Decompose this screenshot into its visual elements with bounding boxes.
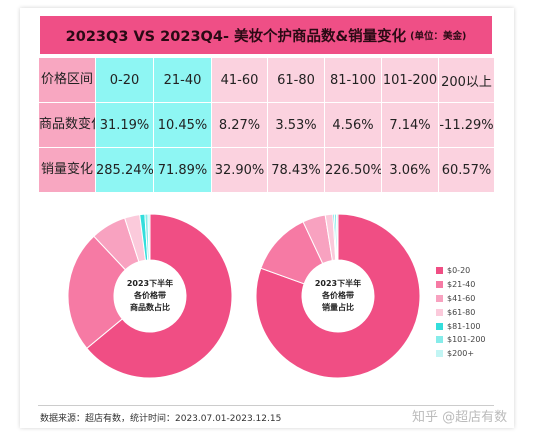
- donut-slice-2: [67, 235, 127, 349]
- column-header: 61-80: [267, 57, 325, 103]
- legend-label: $81-100: [447, 321, 481, 331]
- center-label-line: 各价格带: [134, 291, 166, 300]
- sales-volume-donut-svg: [255, 213, 421, 379]
- price-change-table: 价格区间 0-20 21-40 41-60 61-80 81-100 101-2…: [38, 57, 495, 193]
- table-cell: 226.50%: [324, 147, 382, 193]
- legend-item: $21-40: [436, 278, 508, 292]
- legend-swatch: [436, 350, 443, 358]
- donut-center-label: 2023下半年 各价格带 销量占比: [303, 278, 373, 314]
- unit-text: (单位：美金): [410, 31, 467, 42]
- legend-label: $41-60: [447, 293, 476, 303]
- footer-divider: [38, 405, 494, 406]
- donut-slice-1: [86, 213, 233, 379]
- table-cell: 31.19%: [95, 102, 154, 148]
- data-source-note: 数据来源：超店有数，统计时间：2023.07.01-2023.12.15: [40, 414, 282, 424]
- donut-center-label: 2023下半年 各价格带 商品数占比: [115, 278, 185, 314]
- column-header: 21-40: [153, 57, 212, 103]
- center-label-line: 2023下半年: [314, 279, 362, 288]
- table-row: 商品数变化 31.19% 10.45% 8.27% 3.53% 4.56% 7.…: [38, 102, 495, 148]
- table-cell: 8.27%: [211, 102, 268, 148]
- product-count-donut-svg: [67, 213, 233, 379]
- header-label: 价格区间: [38, 57, 96, 103]
- table-cell: 32.90%: [211, 147, 268, 193]
- legend-swatch: [436, 267, 443, 275]
- column-header: 41-60: [211, 57, 268, 103]
- row-label: 商品数变化: [38, 102, 96, 148]
- legend-label: $200+: [447, 349, 475, 359]
- row-label: 销量变化: [38, 147, 96, 193]
- table-cell: -11.29%: [438, 102, 495, 148]
- table-cell: 78.43%: [267, 147, 325, 193]
- legend-swatch: [436, 308, 443, 316]
- center-label-line: 销量占比: [322, 303, 354, 312]
- sales-volume-donut: 2023下半年 各价格带 销量占比: [254, 212, 422, 380]
- table-cell: 285.24%: [95, 147, 154, 193]
- table-cell: 3.06%: [381, 147, 439, 193]
- donut-slice-7: [147, 213, 151, 261]
- legend-item: $81-100: [436, 319, 508, 333]
- legend-label: $101-200: [447, 335, 486, 345]
- table-row: 销量变化 285.24% 71.89% 32.90% 78.43% 226.50…: [38, 147, 495, 193]
- column-header: 200以上: [438, 57, 495, 103]
- table-cell: 7.14%: [381, 102, 439, 148]
- legend-swatch: [436, 336, 443, 344]
- legend-swatch: [436, 322, 443, 330]
- chart-title: 2023Q3 VS 2023Q4- 美妆个护商品数&销量变化 (单位：美金): [38, 14, 494, 56]
- table-cell: 71.89%: [153, 147, 212, 193]
- legend-item: $61-80: [436, 305, 508, 319]
- table-cell: 10.45%: [153, 102, 212, 148]
- legend-label: $61-80: [447, 307, 476, 317]
- legend-swatch: [436, 294, 443, 302]
- column-header: 0-20: [95, 57, 154, 103]
- table-cell: 4.56%: [324, 102, 382, 148]
- legend-label: $21-40: [447, 280, 476, 290]
- chart-legend: $0-20 $21-40 $41-60 $61-80 $81-100 $101-200 $2…: [436, 264, 508, 361]
- legend-item: $0-20: [436, 264, 508, 278]
- title-text: 2023Q3 VS 2023Q4- 美妆个护商品数&销量变化: [65, 28, 407, 45]
- table-header-row: 价格区间 0-20 21-40 41-60 61-80 81-100 101-2…: [38, 57, 495, 103]
- table-cell: 3.53%: [267, 102, 325, 148]
- legend-item: $41-60: [436, 292, 508, 306]
- column-header: 101-200: [381, 57, 439, 103]
- column-header: 81-100: [324, 57, 382, 103]
- donut-slice-1: [255, 213, 421, 379]
- legend-swatch: [436, 281, 443, 289]
- center-label-line: 各价格带: [322, 291, 354, 300]
- legend-label: $0-20: [447, 266, 471, 276]
- table-cell: 60.57%: [438, 147, 495, 193]
- watermark-text: 知乎 @超店有数: [412, 410, 508, 425]
- legend-item: $200+: [436, 347, 508, 361]
- donut-slice-7: [335, 213, 339, 261]
- center-label-line: 商品数占比: [130, 303, 170, 312]
- center-label-line: 2023下半年: [126, 279, 174, 288]
- legend-item: $101-200: [436, 333, 508, 347]
- product-count-donut: 2023下半年 各价格带 商品数占比: [66, 212, 234, 380]
